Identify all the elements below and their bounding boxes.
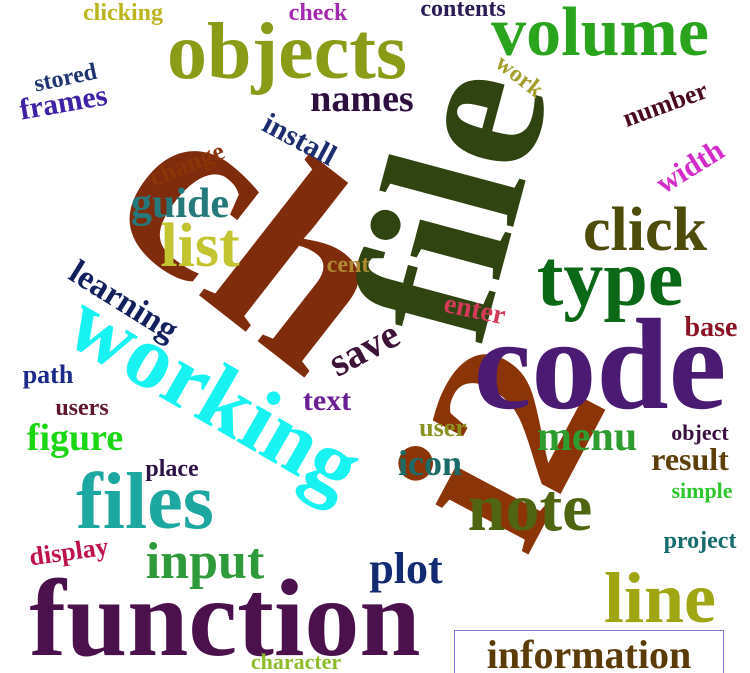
word-text: text [303,384,351,417]
word-figure: figure [27,417,123,459]
word-click: click [583,196,707,264]
word-function: function [29,557,420,673]
word-project: project [664,528,737,554]
word-check: check [289,0,348,26]
information-frame [454,630,724,673]
word-icon: icon [398,443,462,483]
word-number: number [619,75,712,132]
word-volume: volume [491,0,709,71]
word-base: base [685,312,738,343]
word-users: users [55,395,108,421]
word-note: note [468,469,593,545]
word-character: character [251,649,342,673]
word-files: files [76,458,214,546]
word-contents: contents [420,0,505,22]
word-type: type [537,235,684,323]
word-width: width [650,133,730,200]
word-cent: cent [327,252,370,278]
word-information: information [487,632,691,673]
word-result: result [651,441,729,477]
word-user: user [419,413,467,442]
word-simple: simple [671,478,732,503]
word-clicking: clicking [83,0,163,26]
word-names: names [310,78,413,120]
word-guide: guide [131,181,229,227]
word-menu: menu [537,414,637,460]
word-place: place [145,456,199,482]
word-code: code [474,293,727,437]
word-objects: objects [167,8,407,96]
word-path: path [23,360,74,389]
word-plot: plot [369,544,443,593]
word-input: input [146,533,265,590]
word-object: object [671,420,729,445]
word-line: line [604,558,716,638]
word-list: list [160,212,240,280]
